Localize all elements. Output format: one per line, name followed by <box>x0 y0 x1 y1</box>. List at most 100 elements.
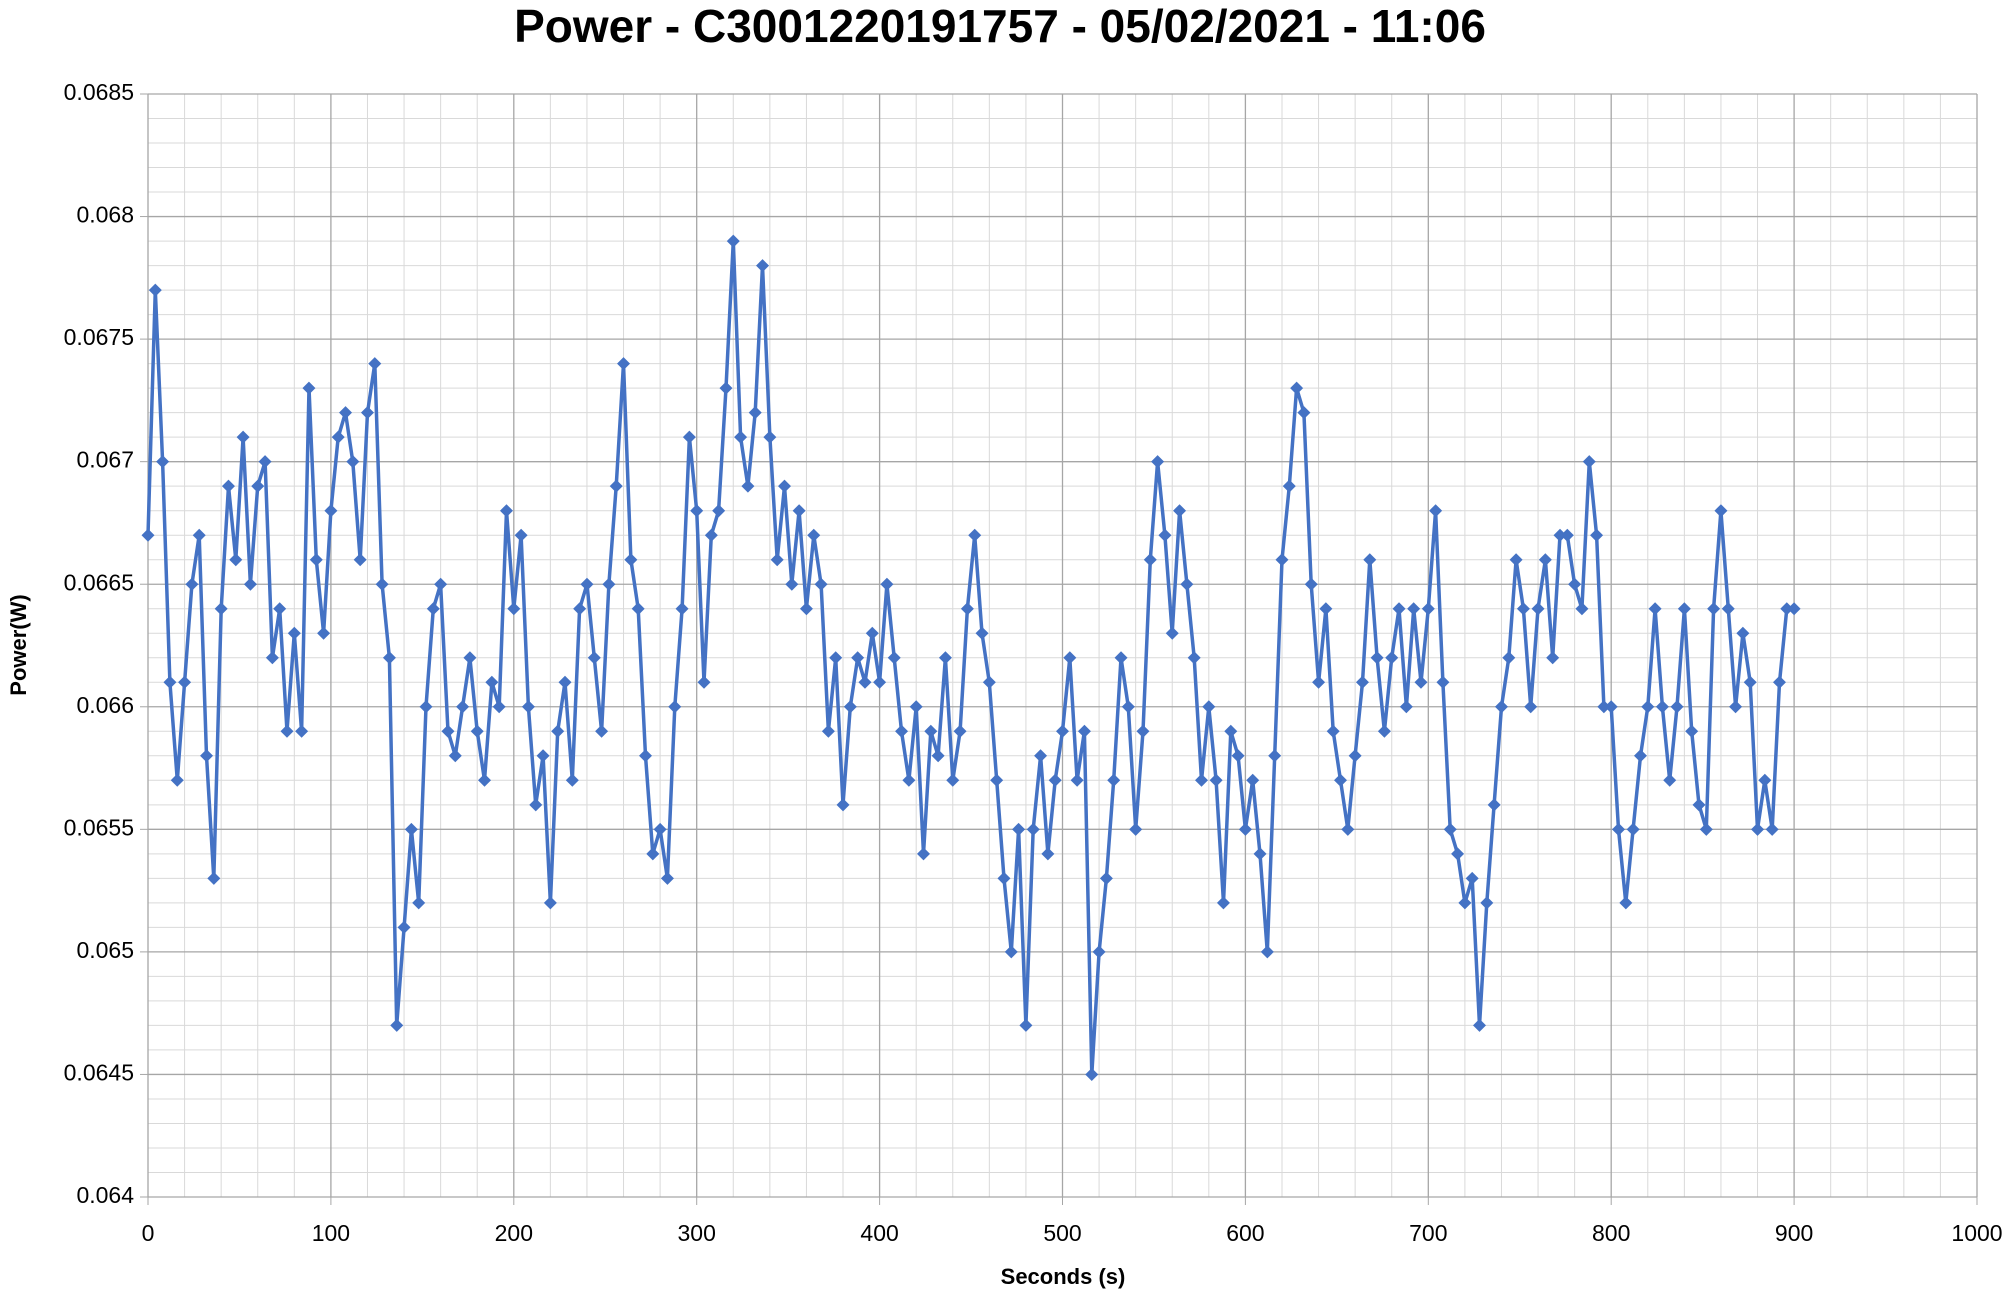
data-point <box>1641 700 1655 714</box>
data-point <box>1085 1067 1099 1081</box>
x-tick-label: 800 <box>1592 1220 1630 1246</box>
y-tick-label: 0.066 <box>76 692 134 718</box>
data-point <box>617 357 631 371</box>
data-point <box>507 602 521 616</box>
data-point <box>1736 626 1750 640</box>
data-point <box>865 626 879 640</box>
data-point <box>1699 822 1713 836</box>
y-tick-label: 0.0675 <box>64 324 134 350</box>
data-point <box>799 602 813 616</box>
data-point <box>170 773 184 787</box>
data-point <box>1429 504 1443 518</box>
data-point <box>185 577 199 591</box>
data-point <box>938 651 952 665</box>
data-point <box>777 479 791 493</box>
data-point <box>404 822 418 836</box>
data-point <box>1590 528 1604 542</box>
data-point <box>521 700 535 714</box>
data-point <box>317 626 331 640</box>
data-point <box>741 479 755 493</box>
data-point <box>1180 577 1194 591</box>
data-point <box>1553 528 1567 542</box>
data-point <box>829 651 843 665</box>
data-point <box>785 577 799 591</box>
data-point <box>873 675 887 689</box>
data-point <box>1751 822 1765 836</box>
data-point <box>434 577 448 591</box>
data-point <box>1099 871 1113 885</box>
data-point <box>375 577 389 591</box>
x-tick-label: 300 <box>678 1220 716 1246</box>
data-point <box>682 430 696 444</box>
data-point <box>1407 602 1421 616</box>
data-point <box>1626 822 1640 836</box>
data-point <box>924 724 938 738</box>
data-point <box>1721 602 1735 616</box>
data-point <box>814 577 828 591</box>
data-point <box>624 553 638 567</box>
data-point <box>1216 896 1230 910</box>
data-point <box>331 430 345 444</box>
data-point <box>1107 773 1121 787</box>
data-point <box>990 773 1004 787</box>
y-tick-label: 0.068 <box>76 202 134 228</box>
data-point <box>1290 381 1304 395</box>
data-point <box>1092 945 1106 959</box>
data-point <box>748 406 762 420</box>
data-point <box>1546 651 1560 665</box>
data-point <box>1034 749 1048 763</box>
data-point <box>763 430 777 444</box>
data-point <box>448 749 462 763</box>
data-point <box>1575 602 1589 616</box>
data-point <box>1619 896 1633 910</box>
data-point <box>1063 651 1077 665</box>
data-point <box>609 479 623 493</box>
x-tick-label: 1000 <box>1951 1220 2002 1246</box>
data-point <box>1195 773 1209 787</box>
data-point <box>1348 749 1362 763</box>
data-point <box>660 871 674 885</box>
data-point <box>280 724 294 738</box>
data-point <box>1743 675 1757 689</box>
data-point <box>551 724 565 738</box>
data-point <box>324 504 338 518</box>
data-point <box>895 724 909 738</box>
data-point <box>1077 724 1091 738</box>
data-point <box>587 651 601 665</box>
data-point <box>360 406 374 420</box>
data-point <box>426 602 440 616</box>
data-point <box>368 357 382 371</box>
data-point <box>851 651 865 665</box>
data-point <box>251 479 265 493</box>
data-point <box>1509 553 1523 567</box>
data-point <box>675 602 689 616</box>
data-point <box>1765 822 1779 836</box>
data-point <box>478 773 492 787</box>
data-point <box>302 381 316 395</box>
data-point <box>1677 602 1691 616</box>
data-point <box>931 749 945 763</box>
data-point <box>1129 822 1143 836</box>
data-point <box>463 651 477 665</box>
data-point <box>1370 651 1384 665</box>
data-point <box>1707 602 1721 616</box>
data-point <box>1473 1018 1487 1032</box>
x-tick-label: 900 <box>1775 1220 1813 1246</box>
data-point <box>1392 602 1406 616</box>
data-point <box>631 602 645 616</box>
data-point <box>1758 773 1772 787</box>
data-point <box>529 798 543 812</box>
data-point <box>339 406 353 420</box>
data-point <box>1012 822 1026 836</box>
data-point <box>1209 773 1223 787</box>
data-point <box>1685 724 1699 738</box>
data-point <box>499 504 513 518</box>
data-point <box>1238 822 1252 836</box>
data-point <box>412 896 426 910</box>
data-point <box>756 259 770 273</box>
data-point <box>1260 945 1274 959</box>
data-point <box>1246 773 1260 787</box>
data-point <box>1253 847 1267 861</box>
data-point <box>1714 504 1728 518</box>
data-point <box>397 920 411 934</box>
